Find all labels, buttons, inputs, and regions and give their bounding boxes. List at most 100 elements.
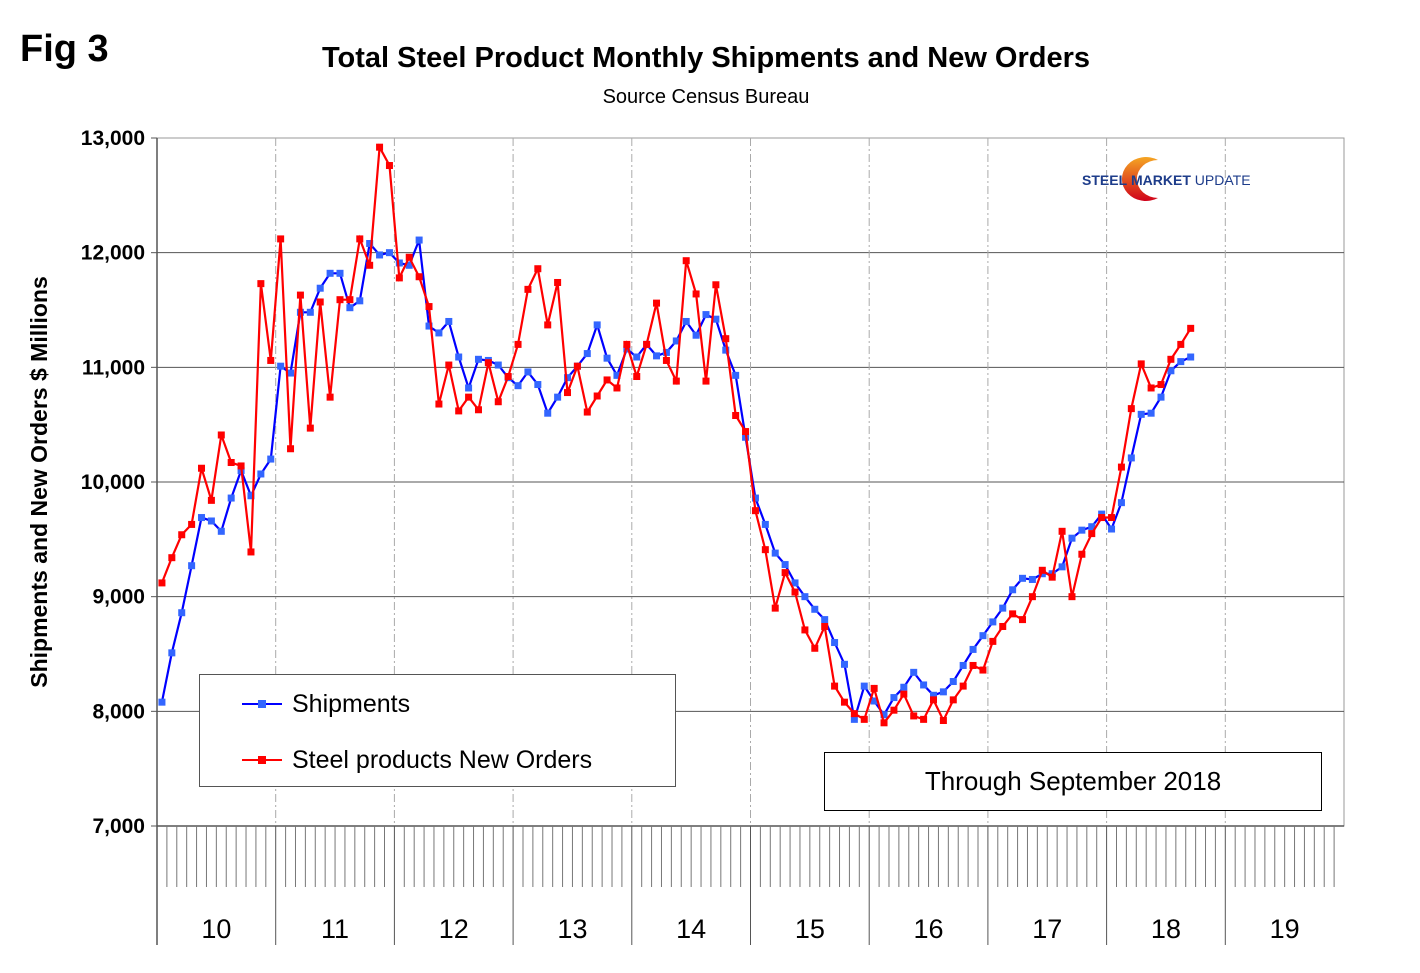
chart-subtitle: Source Census Bureau (602, 86, 810, 108)
data-point (1137, 410, 1145, 418)
data-point (850, 715, 858, 723)
data-point (1157, 381, 1165, 389)
data-point (455, 353, 463, 361)
data-point (158, 579, 166, 587)
y-tick-label: 7,000 (92, 815, 145, 838)
data-point (781, 561, 789, 569)
data-point (346, 296, 354, 304)
data-point (1038, 566, 1046, 574)
annotation-text: Through September 2018 (924, 766, 1222, 796)
data-point (633, 373, 641, 381)
data-point (920, 715, 928, 723)
data-point (583, 350, 591, 358)
logo-word-update: UPDATE (1194, 172, 1251, 188)
data-point (979, 666, 987, 674)
data-point (207, 517, 215, 525)
data-point (306, 308, 314, 316)
steel-market-update-logo: STEEL MARKET UPDATE (1082, 157, 1282, 201)
y-tick-label: 11,000 (82, 356, 145, 379)
data-point (969, 661, 977, 669)
data-point (860, 682, 868, 690)
data-point (1028, 593, 1036, 601)
data-point (405, 253, 413, 261)
data-point (939, 688, 947, 696)
y-axis-label: Shipments and New Orders $ Millions (26, 276, 52, 688)
data-point (1088, 530, 1096, 538)
data-point (514, 382, 522, 390)
data-point (465, 393, 473, 401)
data-point (722, 335, 730, 343)
data-point (712, 281, 720, 289)
data-point (1019, 574, 1027, 582)
data-point (910, 668, 918, 676)
data-point (1187, 353, 1195, 361)
data-point (979, 632, 987, 640)
data-point (870, 684, 878, 692)
data-point (366, 239, 374, 247)
data-point (603, 354, 611, 362)
data-point (178, 531, 186, 539)
legend-label-new-orders: Steel products New Orders (292, 745, 593, 774)
logo-text: STEEL MARKET UPDATE (1082, 172, 1251, 188)
x-tick-label: 17 (1032, 914, 1062, 944)
data-point (662, 356, 670, 364)
data-point (405, 261, 413, 269)
data-point (1147, 384, 1155, 392)
data-point (1117, 499, 1125, 507)
data-point (287, 445, 295, 453)
series-new-orders (158, 143, 1195, 727)
data-point (732, 371, 740, 379)
data-point (939, 717, 947, 725)
data-point (514, 340, 522, 348)
data-point (643, 340, 651, 348)
data-point (1058, 563, 1066, 571)
data-point (1078, 526, 1086, 534)
data-point (366, 261, 374, 269)
data-point (751, 507, 759, 515)
data-point (257, 280, 265, 288)
data-point (277, 362, 285, 370)
y-tick-label: 13,000 (81, 127, 145, 150)
data-point (613, 384, 621, 392)
x-tick-label: 13 (557, 914, 587, 944)
data-point (435, 329, 443, 337)
data-point (425, 322, 433, 330)
data-point (395, 259, 403, 267)
data-point (969, 645, 977, 653)
data-point (791, 579, 799, 587)
data-point (296, 291, 304, 299)
annotation-box: Through September 2018 (824, 752, 1322, 811)
data-point (168, 649, 176, 657)
data-point (722, 346, 730, 354)
x-tick-label: 11 (321, 914, 349, 944)
data-point (1117, 463, 1125, 471)
data-point (840, 698, 848, 706)
x-tick-label: 10 (201, 914, 231, 944)
data-point (672, 337, 680, 345)
data-point (593, 321, 601, 329)
data-point (959, 661, 967, 669)
data-point (761, 546, 769, 554)
data-point (949, 678, 957, 686)
data-point (1088, 523, 1096, 531)
data-point (178, 609, 186, 617)
data-point (702, 377, 710, 385)
data-point (672, 377, 680, 385)
data-point (1098, 514, 1106, 522)
data-point (692, 331, 700, 339)
data-point (771, 604, 779, 612)
data-point (474, 406, 482, 414)
legend-label-shipments: Shipments (292, 689, 411, 718)
data-point (682, 257, 690, 265)
data-point (702, 311, 710, 319)
data-point (1147, 409, 1155, 417)
data-point (880, 719, 888, 727)
data-point (544, 321, 552, 329)
legend-swatch-shipments (242, 698, 282, 710)
data-point (534, 381, 542, 389)
data-point (583, 408, 591, 416)
data-point (356, 297, 364, 305)
data-point (850, 710, 858, 718)
data-point (1127, 405, 1135, 413)
